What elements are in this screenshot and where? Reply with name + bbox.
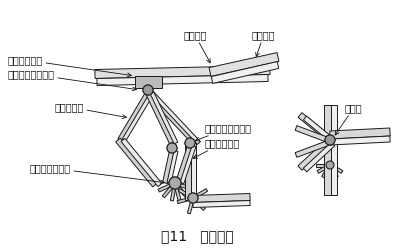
- Circle shape: [325, 135, 335, 145]
- Polygon shape: [146, 92, 174, 144]
- Polygon shape: [330, 128, 390, 139]
- Circle shape: [326, 161, 334, 169]
- Circle shape: [169, 177, 181, 189]
- Polygon shape: [167, 151, 178, 184]
- Polygon shape: [95, 65, 270, 78]
- Text: 上弦矩形钢管: 上弦矩形钢管: [8, 55, 131, 77]
- Polygon shape: [121, 138, 162, 187]
- Text: 边界杆件: 边界杆件: [252, 30, 275, 57]
- Text: 图11   节点种类: 图11 节点种类: [161, 229, 233, 243]
- Polygon shape: [192, 197, 205, 210]
- Polygon shape: [118, 92, 150, 141]
- Polygon shape: [295, 126, 329, 142]
- Text: 角节点: 角节点: [335, 103, 363, 135]
- Polygon shape: [192, 189, 208, 199]
- Polygon shape: [322, 164, 331, 178]
- Polygon shape: [192, 182, 194, 198]
- Polygon shape: [135, 76, 162, 88]
- Circle shape: [185, 138, 195, 148]
- Polygon shape: [317, 164, 331, 173]
- Polygon shape: [193, 196, 209, 199]
- Polygon shape: [116, 138, 157, 187]
- Polygon shape: [180, 145, 196, 184]
- Polygon shape: [211, 62, 279, 83]
- Polygon shape: [122, 92, 154, 141]
- Circle shape: [167, 143, 177, 153]
- Polygon shape: [97, 74, 268, 85]
- Polygon shape: [179, 189, 194, 199]
- Polygon shape: [177, 196, 194, 204]
- Polygon shape: [330, 136, 390, 145]
- Circle shape: [169, 177, 181, 189]
- Polygon shape: [187, 198, 194, 214]
- Polygon shape: [303, 116, 335, 143]
- Polygon shape: [162, 182, 176, 198]
- Polygon shape: [298, 113, 330, 140]
- Polygon shape: [175, 182, 192, 190]
- Polygon shape: [331, 105, 337, 195]
- Polygon shape: [150, 92, 200, 144]
- Polygon shape: [163, 150, 175, 184]
- Polygon shape: [170, 183, 177, 201]
- Polygon shape: [324, 105, 332, 195]
- Polygon shape: [174, 182, 188, 198]
- Text: 内部腹层球节点: 内部腹层球节点: [30, 163, 164, 184]
- Circle shape: [325, 135, 335, 145]
- Polygon shape: [150, 92, 178, 144]
- Polygon shape: [329, 164, 338, 178]
- Polygon shape: [146, 91, 197, 145]
- Polygon shape: [173, 183, 181, 201]
- Polygon shape: [209, 53, 279, 76]
- Polygon shape: [316, 164, 330, 167]
- Polygon shape: [295, 141, 329, 157]
- Circle shape: [188, 193, 198, 203]
- Circle shape: [167, 143, 177, 153]
- Polygon shape: [329, 165, 331, 179]
- Polygon shape: [303, 142, 335, 172]
- Polygon shape: [185, 143, 191, 200]
- Circle shape: [143, 85, 153, 95]
- Polygon shape: [193, 200, 250, 207]
- Polygon shape: [329, 164, 343, 173]
- Polygon shape: [190, 143, 196, 200]
- Text: 墙面弦层半球节点: 墙面弦层半球节点: [196, 123, 252, 141]
- Text: 屋面弦层半球节点: 屋面弦层半球节点: [8, 69, 136, 91]
- Polygon shape: [176, 145, 192, 184]
- Circle shape: [143, 85, 153, 95]
- Text: 相贯节点: 相贯节点: [183, 30, 210, 63]
- Text: 墙面矩形钢管: 墙面矩形钢管: [193, 138, 240, 158]
- Polygon shape: [158, 182, 176, 192]
- Polygon shape: [298, 140, 330, 170]
- Polygon shape: [193, 193, 250, 202]
- Circle shape: [188, 193, 198, 203]
- Circle shape: [185, 138, 195, 148]
- Text: 腹杆圆钢管: 腹杆圆钢管: [55, 102, 126, 119]
